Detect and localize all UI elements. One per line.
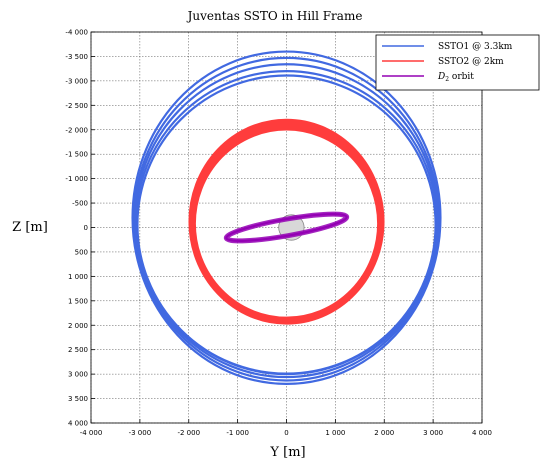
x-tick-labels: -4 000 -3 000 -2 000 -1 000 0 1 000 2 000 3 000… [80, 429, 492, 437]
x-tick-label: 4 000 [472, 429, 492, 437]
y-tick-label: -2 000 [65, 126, 88, 134]
y-tick-label: 1 500 [68, 297, 88, 305]
y-tick-label: 3 000 [68, 371, 88, 379]
y-tick-label: -4 000 [65, 29, 88, 37]
y-tick-label: -1 000 [65, 175, 88, 183]
x-tick-label: 3 000 [423, 429, 443, 437]
chart-title: Juventas SSTO in Hill Frame [186, 9, 363, 23]
x-axis-label: Y [m] [269, 445, 305, 460]
legend-label: SSTO1 @ 3.3km [438, 42, 513, 52]
y-tick-label: -3 000 [65, 77, 88, 85]
x-tick-label: 1 000 [325, 429, 345, 437]
y-tick-label: -2 500 [65, 102, 88, 110]
y-tick-label: 3 500 [68, 395, 88, 403]
y-tick-label: 4 000 [68, 420, 88, 428]
x-tick-label: -1 000 [226, 429, 249, 437]
x-tick-label: -3 000 [129, 429, 152, 437]
legend-label: SSTO2 @ 2km [438, 57, 504, 67]
x-tick-label: -4 000 [80, 429, 103, 437]
y-tick-label: 0 [84, 224, 88, 232]
legend-label: D2 orbit [437, 72, 474, 83]
y-tick-label: -3 500 [65, 53, 88, 61]
y-tick-labels: -4 000 -3 500 -3 000 -2 500 -2 000 -1 500 -1 0… [65, 29, 88, 428]
x-tick-label: 0 [284, 429, 288, 437]
y-tick-label: 2 500 [68, 346, 88, 354]
legend: SSTO1 @ 3.3km SSTO2 @ 2km D2 orbit [376, 35, 539, 90]
x-tick-label: -2 000 [177, 429, 200, 437]
y-tick-label: -500 [72, 200, 88, 208]
x-tick-label: 2 000 [374, 429, 394, 437]
y-tick-label: -1 500 [65, 151, 88, 159]
y-tick-label: 500 [75, 248, 88, 256]
y-tick-label: 1 000 [68, 273, 88, 281]
y-tick-label: 2 000 [68, 322, 88, 330]
y-axis-label: Z [m] [12, 220, 48, 235]
